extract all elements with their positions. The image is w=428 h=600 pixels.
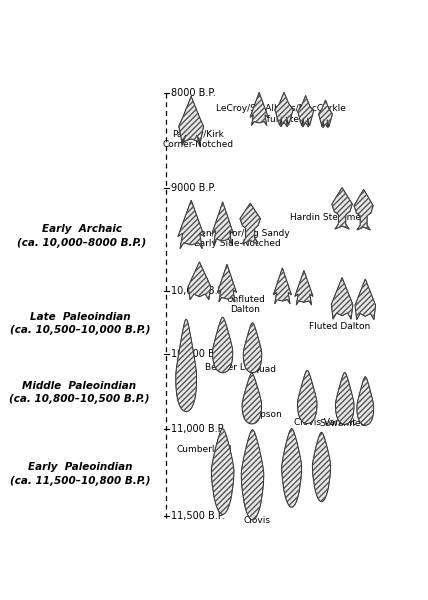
Polygon shape <box>179 96 204 145</box>
Text: Fluted Dalton: Fluted Dalton <box>309 322 370 331</box>
Polygon shape <box>336 373 354 424</box>
Polygon shape <box>240 203 261 244</box>
Polygon shape <box>250 92 268 125</box>
Text: 9000 B.P.: 9000 B.P. <box>171 184 216 193</box>
Polygon shape <box>213 317 233 373</box>
Polygon shape <box>332 187 352 229</box>
Text: LeCroy/St. Albans/MacCorkle
Bifurcates: LeCroy/St. Albans/MacCorkle Bifurcates <box>216 104 346 124</box>
Polygon shape <box>354 190 373 230</box>
Polygon shape <box>188 262 211 300</box>
Polygon shape <box>282 428 302 507</box>
Polygon shape <box>211 429 234 514</box>
Polygon shape <box>242 373 262 424</box>
Polygon shape <box>212 202 233 244</box>
Text: Hardin Stemmed: Hardin Stemmed <box>290 213 367 222</box>
Text: Simpson: Simpson <box>243 410 282 419</box>
Text: Late  Paleoindian
(ca. 10,500–10,000 B.P.): Late Paleoindian (ca. 10,500–10,000 B.P.… <box>10 312 151 335</box>
Polygon shape <box>273 268 291 304</box>
Text: 10,000 B.P.: 10,000 B.P. <box>171 286 226 296</box>
Polygon shape <box>318 100 333 128</box>
Text: 8000 B.P.: 8000 B.P. <box>171 88 216 98</box>
Polygon shape <box>243 323 262 373</box>
Text: Quad: Quad <box>252 365 276 374</box>
Text: 10,500 B.P.: 10,500 B.P. <box>171 349 226 359</box>
Polygon shape <box>297 370 317 424</box>
Text: Cumberland: Cumberland <box>177 445 232 454</box>
Text: Middle  Paleoindian
(ca. 10,800–10,500 B.P.): Middle Paleoindian (ca. 10,800–10,500 B.… <box>9 380 150 404</box>
Text: Early  Paleoindian
(ca. 11,500–10,800 B.P.): Early Paleoindian (ca. 11,500–10,800 B.P… <box>10 463 151 485</box>
Polygon shape <box>178 200 205 249</box>
Text: Bolen/Taylor/Big Sandy
Early Side-Notched: Bolen/Taylor/Big Sandy Early Side-Notche… <box>186 229 289 248</box>
Text: 11,000 B.P.: 11,000 B.P. <box>171 424 226 434</box>
Text: Clovis Variant: Clovis Variant <box>294 418 357 427</box>
Polygon shape <box>176 319 196 412</box>
Polygon shape <box>275 92 293 127</box>
Text: 11,500 B.P.: 11,500 B.P. <box>171 511 226 521</box>
Polygon shape <box>357 377 374 425</box>
Polygon shape <box>297 95 314 127</box>
Polygon shape <box>241 430 264 520</box>
Text: Suwannee: Suwannee <box>320 419 367 428</box>
Text: Beaver Lake: Beaver Lake <box>205 363 261 372</box>
Polygon shape <box>331 278 353 319</box>
Polygon shape <box>355 279 376 320</box>
Polygon shape <box>295 271 313 305</box>
Text: Early  Archaic
(ca. 10,000–8000 B.P.): Early Archaic (ca. 10,000–8000 B.P.) <box>17 224 146 248</box>
Polygon shape <box>217 264 237 302</box>
Text: Unfluted
Dalton: Unfluted Dalton <box>226 295 265 314</box>
Polygon shape <box>312 433 331 502</box>
Text: Clovis: Clovis <box>244 517 271 526</box>
Text: Palmer/Kirk
Corner-Notched: Palmer/Kirk Corner-Notched <box>162 130 233 149</box>
